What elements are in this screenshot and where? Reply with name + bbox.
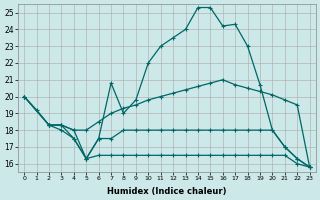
X-axis label: Humidex (Indice chaleur): Humidex (Indice chaleur) (107, 187, 227, 196)
